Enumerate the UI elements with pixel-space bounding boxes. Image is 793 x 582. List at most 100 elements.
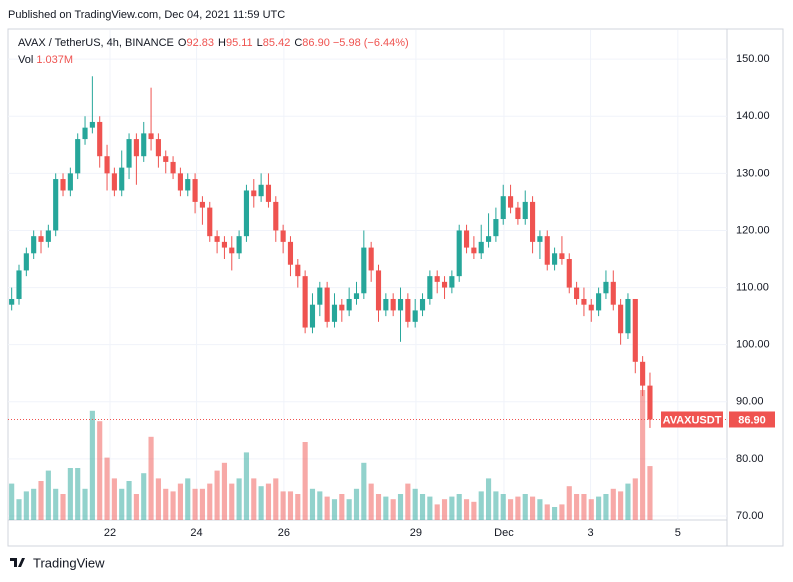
volume-bar: [640, 390, 646, 520]
candle-body: [596, 293, 602, 311]
volume-bar: [119, 488, 125, 520]
volume-bar: [441, 499, 448, 520]
candle-body: [214, 236, 220, 242]
volume-bar: [207, 483, 213, 520]
candle-body: [478, 241, 484, 254]
candle-body: [192, 179, 198, 202]
candle-body: [574, 287, 580, 299]
ohlc: O92.83 H95.11 L85.42 C86.90: [174, 37, 330, 49]
symbol: AVAX / TetherUS, 4h, BINANCE: [18, 37, 174, 49]
volume-bar: [111, 478, 117, 520]
candle-body: [530, 201, 536, 242]
volume-bar: [38, 481, 44, 520]
candle-body: [111, 173, 117, 191]
volume-bar: [427, 496, 433, 520]
volume-bar: [603, 494, 609, 520]
volume-pane: [9, 390, 653, 520]
volume-bar: [229, 483, 235, 520]
volume-bar: [148, 436, 154, 520]
volume-bar: [618, 491, 624, 520]
volume-bar: [236, 478, 242, 520]
y-tick-label: 110.00: [736, 281, 769, 293]
volume-bar: [251, 478, 257, 520]
price-tag-box: [661, 411, 723, 428]
candle-body: [317, 287, 323, 305]
volume-bar: [339, 494, 345, 520]
volume-bar: [163, 488, 169, 520]
volume-bar: [75, 468, 81, 520]
candle-body: [295, 264, 301, 277]
volume-bar: [126, 481, 132, 520]
candle-body: [537, 236, 543, 242]
legend-label: O: [177, 37, 187, 49]
volume-bar: [383, 496, 389, 520]
candle-body: [339, 304, 345, 311]
volume-bar: [493, 491, 499, 520]
candle-body: [405, 298, 411, 322]
candle-body: [170, 161, 176, 174]
y-tick-label: 130.00: [736, 167, 770, 179]
candle-body: [141, 133, 147, 157]
candle-body: [16, 270, 22, 299]
volume-bar: [104, 457, 110, 520]
candle-body: [412, 310, 418, 322]
candle-body: [207, 207, 213, 237]
volume-bar: [331, 499, 338, 520]
candle-body: [31, 236, 37, 254]
legend-row: Vol 1.037M: [18, 52, 409, 69]
volume-bar: [361, 462, 367, 520]
volume-bar: [53, 488, 59, 520]
volume-bar: [456, 494, 462, 520]
volume-bar: [273, 478, 279, 520]
candle-body: [53, 179, 59, 231]
volume-value: 1.037M: [36, 54, 74, 66]
volume-bar: [500, 494, 506, 520]
volume-bar: [625, 483, 631, 520]
candle-body: [302, 276, 308, 328]
volume-bar: [434, 504, 440, 520]
volume-bar: [368, 483, 374, 520]
x-tick-label: Dec: [494, 527, 514, 539]
candle-body: [45, 230, 51, 242]
candle-body: [236, 236, 242, 254]
volume-bar: [375, 494, 382, 520]
y-tick-label: 120.00: [736, 224, 770, 236]
candle-body: [559, 253, 565, 260]
volume-bar: [353, 488, 360, 520]
candle-body: [251, 190, 257, 197]
volume-bar: [478, 491, 484, 520]
candle-body: [361, 247, 367, 294]
volume-bar: [170, 491, 176, 520]
volume-bar: [515, 496, 521, 520]
volume-bar: [31, 488, 37, 520]
legend-value: 92.83: [186, 37, 214, 49]
candle-body: [309, 304, 316, 328]
candle-body: [647, 385, 653, 420]
volume-bar: [610, 488, 616, 520]
y-tick-label: 150.00: [736, 53, 770, 65]
legend-value: 86.90: [302, 37, 330, 49]
volume-bar: [280, 491, 286, 520]
candle-body: [67, 173, 73, 191]
volume-bar: [530, 496, 536, 520]
candle-body: [221, 241, 228, 248]
y-tick-label: 100.00: [736, 339, 770, 351]
logo: TradingView: [10, 555, 105, 570]
volume-bar: [141, 473, 147, 520]
volume-bar: [463, 499, 470, 520]
volume-bar: [647, 466, 653, 520]
price-tag-value: 86.90: [738, 414, 766, 426]
candle-body: [331, 304, 338, 322]
volume-bar: [221, 462, 228, 520]
candle-body: [185, 179, 191, 191]
candle-body: [368, 247, 374, 271]
price-tag-box: [729, 411, 775, 428]
candle-body: [566, 259, 572, 288]
candle-body: [163, 156, 169, 162]
change: −5.98 (−6.44%): [332, 37, 409, 49]
candle-body: [522, 201, 528, 220]
volume-bar: [67, 468, 73, 520]
volume-bar: [243, 452, 250, 520]
candle-body: [515, 207, 521, 220]
logo-mark: [10, 558, 25, 567]
